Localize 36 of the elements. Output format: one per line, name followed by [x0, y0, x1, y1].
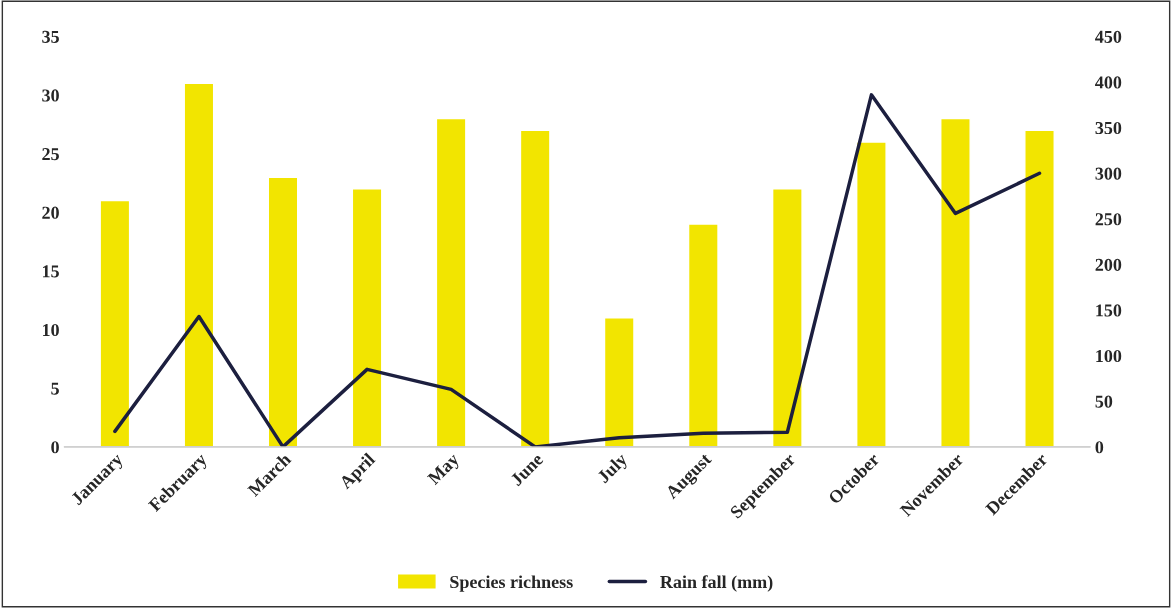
bar	[435, 117, 467, 447]
y2-tick-label: 100	[1096, 349, 1122, 363]
bar	[351, 188, 383, 447]
bar	[519, 129, 551, 447]
y2-tick-label: 0	[1095, 441, 1104, 454]
y-tick-label: 25	[42, 148, 59, 161]
legend-label: Species richness	[450, 575, 573, 592]
y2-tick-label: 150	[1096, 304, 1122, 317]
y2-tick-label: 250	[1095, 213, 1122, 226]
bar	[183, 82, 215, 447]
line-series	[113, 93, 1042, 447]
y2-tick-label: 50	[1095, 395, 1113, 408]
y-tick-label: 30	[42, 89, 59, 102]
y-tick-label: 35	[42, 30, 59, 43]
bar	[99, 199, 131, 447]
y-tick-label: 10	[42, 323, 59, 337]
y2-tick-label: 400	[1095, 76, 1122, 89]
bar	[771, 188, 803, 447]
y2-tick-label: 200	[1095, 258, 1122, 271]
bar	[687, 223, 719, 447]
bar	[267, 176, 299, 447]
bar	[940, 117, 971, 447]
y2-tick-label: 450	[1095, 30, 1122, 43]
bar	[603, 317, 635, 447]
y-tick-label: 15	[42, 265, 59, 278]
x-tick-label: July	[596, 451, 631, 487]
bar	[1024, 129, 1055, 447]
y-tick-label: 20	[42, 206, 59, 219]
y-tick-label: 5	[51, 382, 59, 395]
bar	[856, 141, 887, 447]
y-tick-label: 0	[51, 441, 59, 454]
x-tick-label: June	[510, 452, 544, 487]
y2-tick-label: 300	[1095, 167, 1122, 180]
legend-label: Rain fall (mm)	[660, 575, 773, 592]
y2-tick-label: 350	[1095, 121, 1122, 135]
x-tick-label: May	[426, 452, 463, 488]
